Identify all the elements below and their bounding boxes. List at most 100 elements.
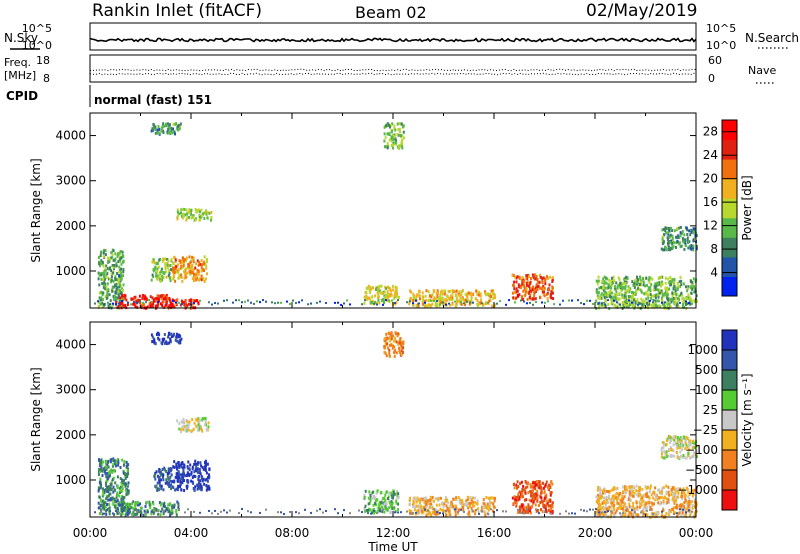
data-cell bbox=[684, 497, 687, 501]
ground-cell bbox=[640, 302, 642, 305]
data-cell bbox=[526, 290, 529, 294]
data-cell bbox=[646, 501, 649, 505]
data-cell bbox=[183, 276, 186, 280]
data-cell bbox=[425, 500, 428, 504]
data-cell bbox=[418, 290, 421, 294]
data-cell bbox=[693, 511, 696, 515]
data-cell bbox=[525, 274, 528, 278]
data-cell bbox=[520, 480, 523, 484]
noise-right-tick-bottom: 10^0 bbox=[706, 39, 736, 52]
data-cell bbox=[667, 243, 670, 247]
data-cell bbox=[441, 508, 444, 512]
data-cell bbox=[597, 275, 600, 279]
data-cell bbox=[182, 424, 185, 428]
data-cell bbox=[689, 300, 692, 304]
data-cell bbox=[655, 293, 658, 297]
data-cell bbox=[118, 300, 121, 304]
data-cell bbox=[409, 289, 411, 293]
data-cell bbox=[187, 423, 190, 427]
data-cell bbox=[174, 270, 177, 274]
data-cell bbox=[141, 304, 144, 308]
data-cell bbox=[694, 442, 697, 445]
data-cell bbox=[650, 296, 653, 300]
data-cell bbox=[180, 488, 183, 492]
data-cell bbox=[152, 508, 155, 512]
data-cell bbox=[392, 288, 395, 292]
ground-cell bbox=[214, 509, 216, 512]
data-cell bbox=[202, 477, 205, 481]
ground-cell bbox=[229, 509, 231, 512]
data-cell bbox=[678, 280, 681, 284]
data-cell bbox=[536, 493, 539, 497]
data-cell bbox=[688, 295, 691, 299]
data-cell bbox=[172, 334, 175, 338]
data-cell bbox=[111, 479, 114, 483]
data-cell bbox=[103, 488, 106, 492]
data-cell bbox=[196, 210, 199, 214]
data-cell bbox=[175, 510, 178, 514]
data-cell bbox=[546, 485, 549, 489]
data-cell bbox=[141, 296, 144, 300]
data-cell bbox=[385, 336, 388, 340]
data-cell bbox=[677, 491, 680, 495]
data-cell bbox=[153, 338, 156, 342]
data-cell bbox=[194, 208, 197, 212]
data-cell bbox=[644, 504, 647, 508]
data-cell bbox=[102, 264, 105, 268]
data-cell bbox=[98, 273, 101, 277]
data-cell bbox=[637, 281, 640, 285]
data-cell bbox=[200, 274, 203, 278]
data-cell bbox=[623, 294, 626, 298]
data-cell bbox=[204, 478, 207, 482]
data-cell bbox=[687, 441, 690, 445]
data-cell bbox=[610, 284, 613, 288]
data-cell bbox=[679, 245, 682, 249]
data-cell bbox=[659, 305, 662, 309]
data-cell bbox=[523, 506, 526, 510]
data-cell bbox=[179, 122, 182, 126]
data-cell bbox=[645, 291, 648, 295]
data-cell bbox=[371, 295, 374, 299]
data-cell bbox=[196, 483, 199, 487]
data-cell bbox=[491, 509, 494, 513]
data-cell bbox=[155, 262, 158, 266]
data-cell bbox=[387, 286, 390, 290]
data-cell bbox=[678, 440, 681, 444]
data-cell bbox=[632, 304, 634, 308]
data-cell bbox=[516, 289, 519, 293]
ground-cell bbox=[316, 301, 318, 304]
data-cell bbox=[369, 285, 371, 289]
ground-cell bbox=[397, 511, 399, 514]
data-cell bbox=[546, 291, 549, 295]
data-cell bbox=[668, 435, 671, 439]
data-cell bbox=[97, 501, 100, 505]
data-cell bbox=[419, 297, 421, 301]
data-cell bbox=[644, 284, 647, 288]
data-cell bbox=[613, 503, 616, 507]
ground-cell bbox=[628, 299, 630, 302]
data-cell bbox=[388, 506, 391, 510]
data-cell bbox=[390, 143, 393, 147]
data-cell bbox=[600, 495, 603, 499]
data-cell bbox=[665, 484, 668, 488]
data-cell bbox=[175, 332, 178, 336]
data-cell bbox=[173, 255, 176, 259]
data-cell bbox=[390, 292, 393, 296]
data-cell bbox=[114, 505, 116, 509]
data-cell bbox=[394, 289, 397, 293]
data-cell bbox=[628, 502, 631, 506]
data-cell bbox=[167, 305, 170, 309]
data-cell bbox=[443, 302, 445, 306]
data-cell bbox=[121, 487, 124, 491]
data-cell bbox=[604, 491, 607, 495]
data-cell bbox=[674, 505, 677, 509]
data-cell bbox=[664, 229, 667, 233]
data-cell bbox=[165, 293, 168, 297]
ground-cell bbox=[682, 508, 684, 511]
data-cell bbox=[106, 503, 108, 506]
data-cell bbox=[415, 497, 418, 501]
data-cell bbox=[530, 277, 532, 281]
data-cell bbox=[597, 485, 600, 489]
data-cell bbox=[670, 280, 673, 284]
data-cell bbox=[595, 511, 598, 515]
